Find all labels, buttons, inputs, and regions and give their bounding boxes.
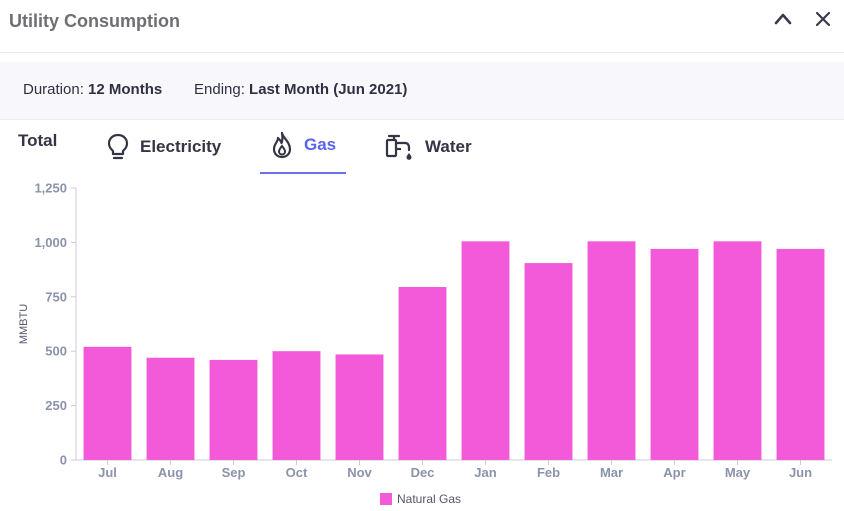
x-tick-label: Jan [474, 465, 496, 480]
x-tick-label: Feb [537, 465, 560, 480]
x-tick-label: Aug [158, 465, 183, 480]
utility-tabs: Total Electricity Gas Water [0, 120, 844, 176]
bar-nov [335, 354, 384, 460]
bar-jan [461, 241, 510, 460]
y-tick-label: 250 [45, 398, 67, 413]
x-tick-label: May [725, 465, 751, 480]
y-tick-label: 750 [45, 289, 67, 304]
duration-value: 12 Months [88, 81, 163, 98]
tab-water-label: Water [425, 137, 472, 156]
legend-label: Natural Gas [397, 492, 462, 506]
tab-water[interactable]: Water [385, 120, 472, 174]
x-tick-label: Jun [789, 465, 812, 480]
x-tick-label: Sep [222, 465, 246, 480]
y-tick-label: 1,000 [34, 235, 67, 250]
tab-electricity[interactable]: Electricity [106, 120, 221, 174]
faucet-icon [385, 134, 412, 160]
ending-value: Last Month (Jun 2021) [249, 81, 408, 98]
bar-aug [146, 357, 195, 460]
y-tick-label: 500 [45, 344, 67, 359]
consumption-bar-chart: 0 250 500 750 1,000 1,250 MMBTU Jul Aug Sep Oct Nov… [18, 181, 832, 480]
x-tick-label: Nov [347, 465, 372, 480]
x-tick-label: Dec [411, 465, 435, 480]
tab-total[interactable]: Total [18, 114, 57, 168]
tab-total-label: Total [18, 131, 58, 150]
legend-swatch [380, 493, 392, 505]
bar-may [713, 241, 762, 460]
chevron-up-icon [774, 13, 792, 25]
y-axis-label: MMBTU [18, 304, 30, 344]
panel-title: Utility Consumption [9, 11, 180, 31]
y-tick-label: 0 [60, 453, 67, 468]
tab-electricity-label: Electricity [140, 137, 222, 156]
ending-filter[interactable]: Ending: Last Month (Jun 2021) [194, 81, 407, 98]
collapse-button[interactable] [770, 6, 796, 32]
tab-gas-label: Gas [304, 135, 337, 154]
bar-oct [272, 351, 321, 460]
active-tab-indicator [260, 172, 346, 174]
duration-label: Duration: [23, 81, 84, 98]
x-tick-label: Oct [286, 465, 308, 480]
x-tick-label: Jul [98, 465, 117, 480]
close-button[interactable] [810, 6, 836, 32]
y-tick-label: 1,250 [34, 181, 67, 196]
panel-header: Utility Consumption [0, 0, 844, 53]
bar-dec [398, 287, 447, 460]
bar-feb [524, 263, 573, 460]
bar-mar [587, 241, 636, 460]
duration-filter[interactable]: Duration: 12 Months [23, 81, 162, 98]
bar-sep [209, 359, 258, 460]
x-tick-label: Apr [663, 465, 685, 480]
bar-jun [776, 248, 825, 460]
chart-legend[interactable]: Natural Gas [380, 492, 461, 506]
ending-label: Ending: [194, 81, 245, 98]
tab-gas[interactable]: Gas [270, 118, 336, 172]
close-icon [815, 11, 831, 27]
x-tick-label: Mar [600, 465, 623, 480]
filter-bar: Duration: 12 Months Ending: Last Month (… [0, 62, 844, 120]
bar-apr [650, 248, 699, 460]
lightbulb-icon [107, 133, 129, 160]
bar-jul [83, 346, 132, 460]
flame-icon [272, 131, 292, 159]
